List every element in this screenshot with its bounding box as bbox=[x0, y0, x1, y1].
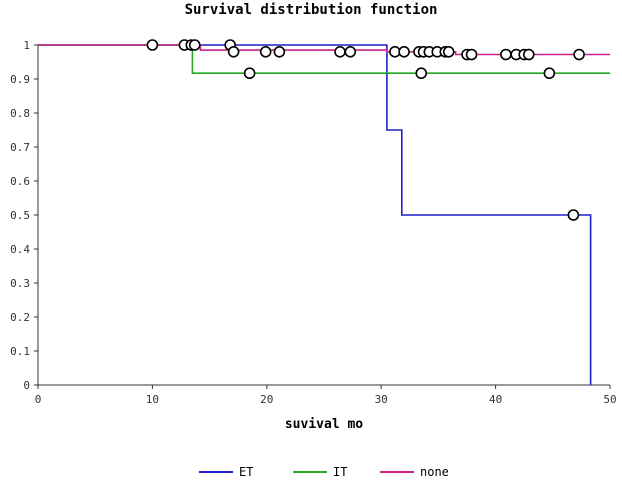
censored-point bbox=[227, 45, 240, 58]
x-tick-label: 40 bbox=[489, 393, 502, 406]
legend: ET IT none bbox=[199, 465, 449, 479]
y-tick-label: 0 bbox=[23, 379, 30, 392]
legend-item-it: IT bbox=[293, 465, 347, 479]
series-lines bbox=[38, 44, 610, 385]
legend-label: IT bbox=[333, 465, 347, 479]
censored-point bbox=[465, 48, 478, 61]
series-line-et bbox=[38, 44, 592, 385]
y-tick-label: 0.4 bbox=[10, 243, 30, 256]
y-tick-label: 0.9 bbox=[10, 73, 30, 86]
censored-point bbox=[415, 67, 428, 80]
censored-point bbox=[398, 45, 410, 58]
censored-point bbox=[442, 45, 455, 58]
chart-title: Survival distribution function bbox=[185, 2, 438, 18]
censored-point bbox=[522, 48, 535, 61]
y-tick-label: 0.2 bbox=[10, 311, 30, 324]
x-tick-label: 30 bbox=[375, 393, 388, 406]
x-tick-label: 50 bbox=[603, 393, 616, 406]
x-tick-label: 10 bbox=[146, 393, 159, 406]
y-tick-label: 0.7 bbox=[10, 141, 30, 154]
legend-item-et: ET bbox=[199, 465, 253, 479]
censored-point bbox=[243, 67, 256, 80]
y-tick-label: 0.1 bbox=[10, 345, 30, 358]
censored-point bbox=[567, 209, 580, 221]
legend-label: none bbox=[420, 465, 449, 479]
legend-label: ET bbox=[239, 465, 253, 479]
censor-marks bbox=[146, 39, 585, 221]
x-tick-label: 0 bbox=[35, 393, 42, 406]
censored-point bbox=[334, 45, 346, 58]
censored-point bbox=[273, 45, 286, 58]
y-tick-label: 0.8 bbox=[10, 107, 30, 120]
censored-point bbox=[259, 45, 272, 58]
censored-point bbox=[573, 48, 585, 61]
x-axis-label: suvival mo bbox=[285, 417, 363, 432]
y-tick-label: 0.6 bbox=[10, 175, 30, 188]
censored-point bbox=[543, 67, 556, 80]
y-tick-label: 0.5 bbox=[10, 209, 30, 222]
censored-point bbox=[344, 45, 357, 58]
x-tick-label: 20 bbox=[260, 393, 273, 406]
y-ticks: 0 0.1 0.2 0.3 0.4 0.5 0.6 0.7 0.8 0.9 1 bbox=[10, 39, 38, 392]
x-ticks: 0 10 20 30 40 50 bbox=[35, 385, 617, 406]
censored-point bbox=[188, 39, 201, 51]
censored-point bbox=[500, 48, 512, 61]
y-tick-label: 0.3 bbox=[10, 277, 30, 290]
y-tick-label: 1 bbox=[23, 39, 30, 52]
legend-item-none: none bbox=[380, 465, 449, 479]
censored-point bbox=[146, 39, 159, 51]
